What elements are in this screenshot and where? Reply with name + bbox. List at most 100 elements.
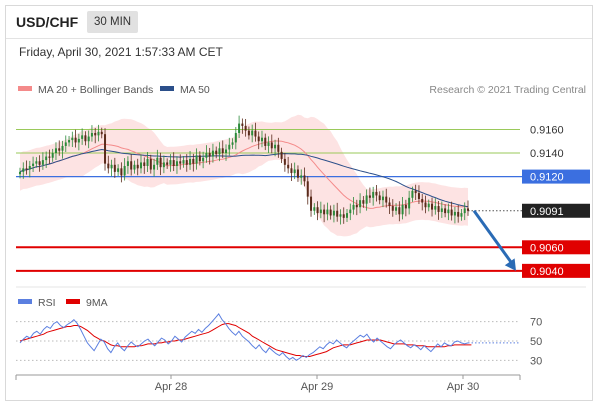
candle-body <box>198 155 201 162</box>
candle-body <box>303 175 306 182</box>
bollinger-band <box>20 114 468 237</box>
candle-body <box>146 158 149 166</box>
candle-body <box>195 155 198 164</box>
rsi-tick-label: 70 <box>530 317 542 329</box>
support-tag <box>522 240 590 255</box>
resistance-label: 0.9140 <box>530 148 564 160</box>
candle-body <box>408 197 411 209</box>
candle-body <box>68 140 71 143</box>
candle-body <box>329 209 332 216</box>
candle-body <box>74 137 77 143</box>
candle-body <box>54 148 57 154</box>
candle-body <box>32 163 35 166</box>
timestamp: Friday, April 30, 2021 1:57:33 AM CET <box>19 45 223 59</box>
candle-body <box>450 209 453 216</box>
ma50-line <box>19 148 469 208</box>
candle-body <box>339 214 342 217</box>
candle-body <box>218 148 221 155</box>
candle-body <box>110 164 113 169</box>
candle-body <box>90 132 93 137</box>
candle-body <box>398 207 401 215</box>
legend-swatch-rsi <box>18 299 32 304</box>
candle-body <box>189 158 192 165</box>
candle-body <box>391 206 394 211</box>
candle-body <box>313 207 316 211</box>
candle-body <box>283 158 286 165</box>
candle-body <box>251 130 254 136</box>
candle-body <box>130 161 133 170</box>
candle-body <box>274 144 277 149</box>
candle-body <box>427 203 430 208</box>
candle-body <box>228 144 231 150</box>
candle-body <box>280 151 283 159</box>
candle-body <box>323 209 326 215</box>
candle-body <box>264 137 267 146</box>
candle-body <box>84 135 87 142</box>
candle-body <box>453 211 456 216</box>
candle-body <box>120 168 123 176</box>
candle-body <box>126 161 129 166</box>
candle-body <box>346 213 349 218</box>
legend-swatch-ma50 <box>160 86 174 91</box>
candle-body <box>143 162 146 166</box>
candle-body <box>342 214 345 218</box>
candle-body <box>424 202 427 208</box>
candle-body <box>117 168 120 172</box>
candle-body <box>97 131 100 136</box>
candle-body <box>352 204 355 210</box>
candle-body <box>381 196 384 201</box>
candle-body <box>290 168 293 174</box>
candle-body <box>336 210 339 217</box>
candle-body <box>172 160 175 166</box>
candle-body <box>136 164 139 169</box>
candle-body <box>372 191 375 198</box>
legend-label-rsi: RSI <box>38 297 56 309</box>
candle-body <box>316 207 319 214</box>
candle-body <box>162 162 165 168</box>
x-tick-label: Apr 29 <box>301 381 333 393</box>
last-price-tag <box>522 203 590 218</box>
candle-body <box>139 162 142 169</box>
chart-header: USD/CHF 30 MIN <box>6 6 592 39</box>
legend-label-9ma: 9MA <box>86 297 108 309</box>
candle-body <box>25 168 28 170</box>
candle-body <box>231 142 234 145</box>
ma20-line <box>19 140 469 209</box>
candle-body <box>365 195 368 204</box>
candle-body <box>149 158 152 170</box>
candle-body <box>241 123 244 126</box>
candle-body <box>104 134 107 164</box>
projection-arrow-shaft <box>472 209 515 266</box>
legend-label-ma50: MA 50 <box>180 84 210 96</box>
candle-body <box>133 164 136 170</box>
candle-body <box>35 161 38 164</box>
candle-body <box>202 157 205 162</box>
timeframe-badge[interactable]: 30 MIN <box>87 11 139 33</box>
candle-body <box>368 195 371 198</box>
candle-body <box>87 136 90 142</box>
rsi-line <box>19 313 469 361</box>
candle-body <box>300 175 303 178</box>
candle-body <box>332 210 335 216</box>
pivot-label: 0.9120 <box>530 172 564 184</box>
candle-body <box>64 142 67 146</box>
candle-body <box>18 171 21 175</box>
candle-body <box>411 190 414 198</box>
candle-body <box>205 153 208 158</box>
candle-body <box>238 123 241 133</box>
candle-body <box>395 207 398 211</box>
candle-body <box>153 164 156 170</box>
candle-body <box>41 160 44 165</box>
candle-body <box>466 208 469 211</box>
candle-body <box>100 131 103 135</box>
pivot-tag <box>522 169 590 184</box>
candle-body <box>421 198 424 203</box>
candle-body <box>287 164 290 169</box>
candle-body <box>113 164 116 172</box>
x-tick-label: Apr 28 <box>155 381 187 393</box>
candle-body <box>310 196 313 211</box>
candle-body <box>192 158 195 164</box>
candle-body <box>45 156 48 161</box>
candle-body <box>38 161 41 165</box>
